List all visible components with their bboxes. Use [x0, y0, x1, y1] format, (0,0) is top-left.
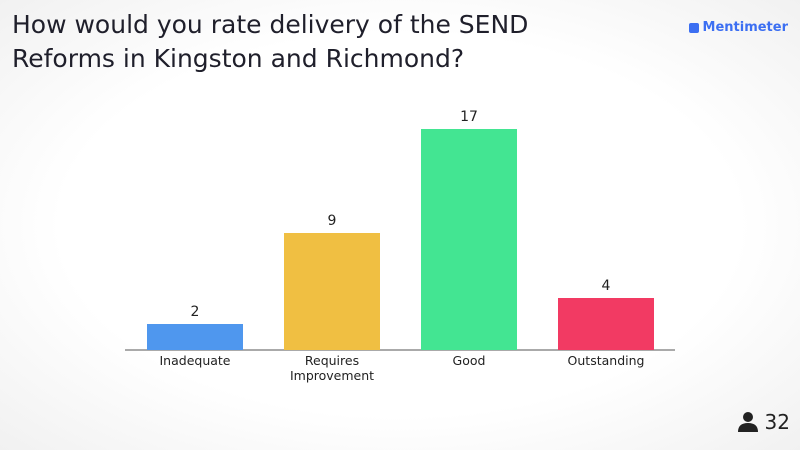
category-label: Requires Improvement: [289, 353, 375, 383]
value-label: 4: [602, 278, 611, 294]
brand-name: Mentimeter: [702, 20, 788, 35]
value-label: 2: [191, 304, 200, 320]
value-label: 17: [460, 109, 478, 125]
category-label: Good: [452, 353, 486, 368]
bar: [421, 129, 517, 350]
participant-count: 32: [737, 410, 790, 434]
bar: [558, 298, 654, 350]
logo-icon: [688, 22, 699, 33]
bar: [147, 324, 243, 350]
brand-logo: Mentimeter: [688, 20, 788, 35]
bar: [284, 233, 380, 350]
person-icon: [737, 412, 758, 432]
category-label: Inadequate: [159, 353, 231, 368]
value-label: 9: [328, 213, 337, 229]
count-value: 32: [764, 410, 790, 434]
question-title: How would you rate delivery of the SEND …: [12, 10, 529, 73]
category-label: Outstanding: [567, 353, 645, 368]
